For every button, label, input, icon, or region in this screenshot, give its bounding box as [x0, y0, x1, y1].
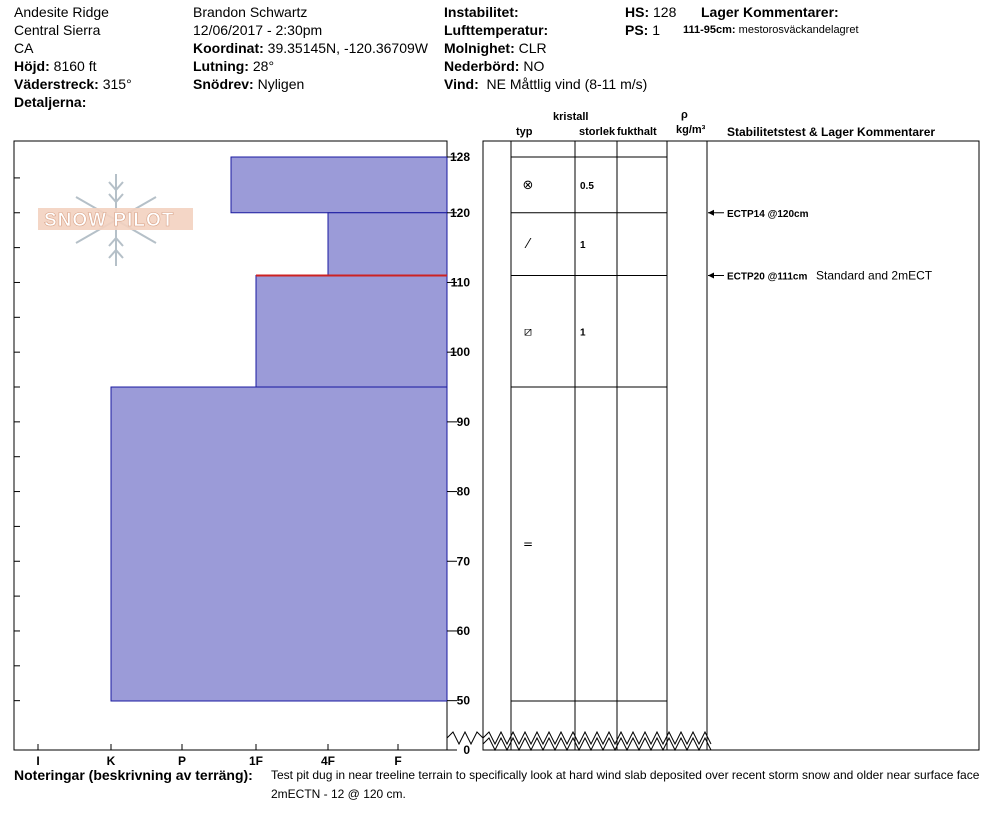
details-label: Detaljerna:	[14, 94, 87, 110]
slope-row: Lutning: 28°	[193, 58, 274, 74]
hs-value: 128	[653, 4, 677, 20]
aspect-value: 315°	[102, 76, 132, 92]
layer-comment-row: 111-95cm: mestorosväckandelagret	[683, 24, 859, 36]
elevation-value: 8160 ft	[53, 58, 97, 74]
crystal-type-symbol: ⧄	[524, 324, 532, 339]
depth-tick-label: 90	[457, 415, 471, 429]
snowflake-icon	[38, 174, 193, 266]
snowpilot-logo: SNOW PILOT	[38, 170, 198, 270]
precip-label: Nederbörd:	[444, 58, 520, 74]
observation-datetime: 12/06/2017 - 2:30pm	[193, 22, 323, 38]
ps-label: PS:	[625, 22, 649, 38]
hardness-tick-label: K	[107, 754, 116, 768]
sky-label: Molnighet:	[444, 40, 515, 56]
wind-load-label: Snödrev:	[193, 76, 254, 92]
layer-table-frame	[482, 140, 980, 751]
depth-tick-label: 60	[457, 624, 471, 638]
wind-load-value: Nyligen	[257, 76, 305, 92]
location-name: Andesite Ridge	[14, 4, 109, 20]
ps-value: 1	[652, 22, 661, 38]
layer-comment-text: mestorosväckandelagret	[738, 24, 859, 36]
slope-label: Lutning:	[193, 58, 249, 74]
aspect-label: Väderstreck:	[14, 76, 99, 92]
hardness-layer-bar	[110, 386, 448, 702]
grain-size-value: 1	[580, 240, 586, 251]
crystal-header: kristall	[553, 111, 589, 123]
depth-tick-label: 100	[450, 345, 470, 359]
layer-comment-range: 111-95cm:	[683, 24, 736, 36]
depth-tick-label: 70	[457, 554, 471, 568]
hardness-tick-label: F	[394, 754, 401, 768]
hardness-tick-label: 4F	[321, 754, 335, 768]
axis-break-marker	[482, 736, 712, 752]
coordinate-value: 39.35145N, -120.36709W	[267, 40, 428, 56]
hs-row: HS: 128	[625, 4, 676, 20]
slope-value: 28°	[252, 58, 275, 74]
elevation-label: Höjd:	[14, 58, 50, 74]
hs-label: HS:	[625, 4, 650, 20]
coordinate-label: Koordinat:	[193, 40, 264, 56]
depth-tick-label: 0	[463, 743, 470, 757]
hardness-layer-bar	[230, 156, 448, 214]
grain-size-value: 1	[580, 327, 586, 338]
type-header: typ	[516, 126, 533, 138]
crystal-type-symbol: ⊗	[523, 178, 534, 193]
depth-tick-label: 128	[450, 150, 470, 164]
logo-text: SNOW PILOT	[44, 210, 175, 232]
depth-tick-label: 110	[451, 275, 471, 289]
instability-label: Instabilitet:	[444, 4, 519, 20]
stability-arrow-head	[708, 209, 714, 216]
notes-label: Noteringar (beskrivning av terräng):	[14, 767, 253, 783]
sky-row: Molnighet: CLR	[444, 40, 547, 56]
grain-size-value: 0.5	[580, 181, 594, 192]
air-temp-label: Lufttemperatur:	[444, 22, 549, 38]
size-header: storlek	[579, 126, 616, 138]
stability-arrow-head	[708, 272, 714, 279]
precip-value: NO	[523, 58, 545, 74]
notes-line-1: Test pit dug in near treeline terrain to…	[271, 768, 980, 782]
wind-value: NE Måttlig vind (8-11 m/s)	[486, 76, 648, 92]
ps-row: PS: 1	[625, 22, 660, 38]
precip-row: Nederbörd: NO	[444, 58, 544, 74]
coordinate-row: Koordinat: 39.35145N, -120.36709W	[193, 40, 428, 56]
hardness-layer-bar	[255, 274, 448, 388]
rho-header: ρ	[681, 109, 688, 121]
axis-break-marker	[446, 730, 484, 746]
wind-label: Vind:	[444, 76, 479, 92]
crystal-type-symbol: ⁄	[524, 237, 532, 252]
crystal-type-symbol: =	[523, 537, 533, 551]
density-unit-header: kg/m³	[676, 124, 706, 136]
range-name: Central Sierra	[14, 22, 101, 38]
hardness-tick-label: P	[178, 754, 186, 768]
hardness-layer-bar	[327, 212, 448, 276]
depth-tick-label: 120	[450, 206, 470, 220]
aspect-row: Väderstreck: 315°	[14, 76, 132, 92]
depth-tick-label: 50	[457, 694, 471, 708]
observer-name: Brandon Schwartz	[193, 4, 308, 20]
stability-test-label: ECTP14 @120cm	[727, 209, 809, 220]
state-name: CA	[14, 40, 34, 56]
depth-tick-label: 80	[457, 485, 471, 499]
hardness-tick-label: 1F	[249, 754, 263, 768]
elevation-row: Höjd: 8160 ft	[14, 58, 96, 74]
sky-value: CLR	[518, 40, 547, 56]
wind-row: Vind: NE Måttlig vind (8-11 m/s)	[444, 76, 647, 92]
stability-test-label: ECTP20 @111cm	[727, 271, 807, 282]
stability-header: Stabilitetstest & Lager Kommentarer	[727, 125, 936, 139]
wind-load-row: Snödrev: Nyligen	[193, 76, 304, 92]
stability-test-comment: Standard and 2mECT	[816, 268, 933, 282]
layer-comments-label: Lager Kommentarer:	[701, 4, 839, 20]
notes-line-2: 2mECTN - 12 @ 120 cm.	[271, 787, 406, 801]
moisture-header: fukthalt	[617, 126, 657, 138]
hardness-tick-label: I	[36, 754, 39, 768]
axis-break-marker	[482, 730, 712, 746]
